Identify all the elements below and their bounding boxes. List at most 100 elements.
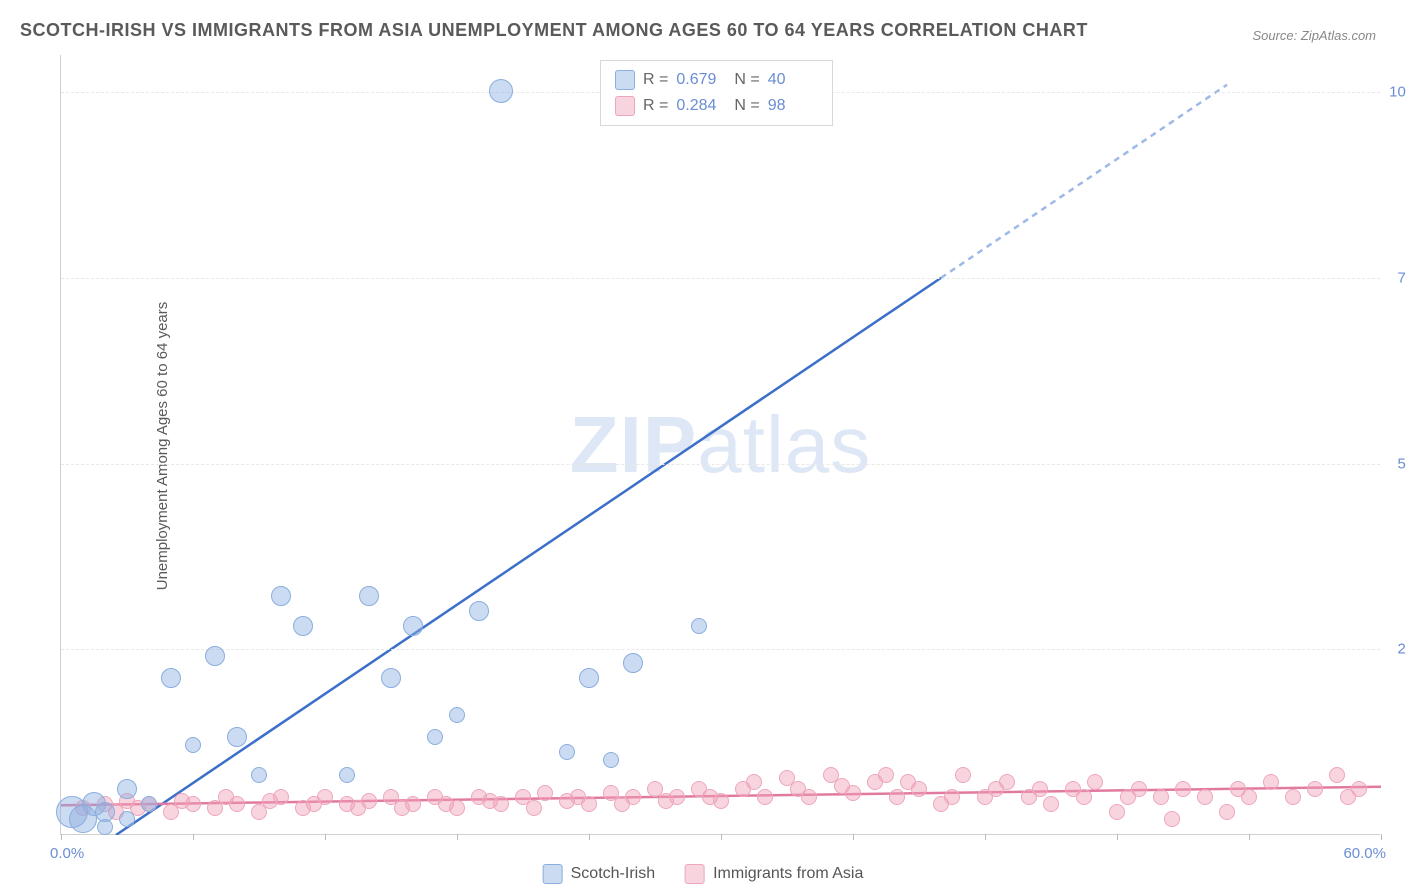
watermark-rest: atlas	[697, 400, 871, 489]
data-point-asia	[911, 781, 927, 797]
data-point-asia	[493, 796, 509, 812]
watermark: ZIPatlas	[570, 399, 871, 491]
r-value-asia: 0.284	[676, 93, 726, 119]
data-point-asia	[1164, 811, 1180, 827]
y-tick-label: 25.0%	[1385, 641, 1406, 658]
data-point-scotch-irish	[623, 653, 643, 673]
data-point-scotch-irish	[381, 668, 401, 688]
data-point-asia	[1043, 796, 1059, 812]
legend-label-asia: Immigrants from Asia	[713, 865, 863, 883]
stats-row-asia: R = 0.284 N = 98	[615, 93, 818, 119]
y-tick-label: 100.0%	[1385, 84, 1406, 101]
data-point-scotch-irish	[559, 744, 575, 760]
data-point-asia	[889, 789, 905, 805]
x-tick	[721, 834, 722, 840]
trend-lines	[61, 55, 1381, 835]
data-point-scotch-irish	[293, 616, 313, 636]
data-point-scotch-irish	[97, 819, 113, 835]
data-point-asia	[537, 785, 553, 801]
data-point-scotch-irish	[185, 737, 201, 753]
data-point-asia	[526, 800, 542, 816]
data-point-asia	[955, 767, 971, 783]
source-text: Source: ZipAtlas.com	[1252, 28, 1376, 43]
n-value-asia: 98	[768, 93, 818, 119]
data-point-asia	[185, 796, 201, 812]
data-point-asia	[878, 767, 894, 783]
data-point-asia	[999, 774, 1015, 790]
data-point-asia	[1109, 804, 1125, 820]
data-point-asia	[1131, 781, 1147, 797]
data-point-scotch-irish	[205, 646, 225, 666]
data-point-scotch-irish	[119, 811, 135, 827]
data-point-asia	[1032, 781, 1048, 797]
x-tick	[589, 834, 590, 840]
n-label: N =	[734, 93, 759, 119]
chart-title: SCOTCH-IRISH VS IMMIGRANTS FROM ASIA UNE…	[20, 20, 1088, 41]
legend-item-asia: Immigrants from Asia	[685, 864, 863, 884]
data-point-asia	[944, 789, 960, 805]
data-point-scotch-irish	[227, 727, 247, 747]
data-point-scotch-irish	[449, 707, 465, 723]
data-point-asia	[449, 800, 465, 816]
data-point-asia	[625, 789, 641, 805]
data-point-scotch-irish	[603, 752, 619, 768]
legend-square-scotch-irish	[615, 70, 635, 90]
data-point-asia	[1285, 789, 1301, 805]
gridline	[61, 464, 1380, 465]
x-tick	[1381, 834, 1382, 840]
data-point-asia	[801, 789, 817, 805]
data-point-asia	[1307, 781, 1323, 797]
data-point-asia	[1329, 767, 1345, 783]
x-tick	[985, 834, 986, 840]
data-point-scotch-irish	[161, 668, 181, 688]
data-point-asia	[1175, 781, 1191, 797]
x-tick-label-max: 60.0%	[1343, 845, 1386, 862]
x-tick	[457, 834, 458, 840]
data-point-asia	[361, 793, 377, 809]
legend-square-asia	[615, 96, 635, 116]
data-point-scotch-irish	[691, 618, 707, 634]
data-point-scotch-irish	[579, 668, 599, 688]
r-label: R =	[643, 67, 668, 93]
data-point-asia	[669, 789, 685, 805]
data-point-scotch-irish	[117, 779, 137, 799]
watermark-bold: ZIP	[570, 400, 697, 489]
data-point-asia	[1351, 781, 1367, 797]
bottom-legend: Scotch-Irish Immigrants from Asia	[543, 864, 864, 884]
legend-label-scotch-irish: Scotch-Irish	[571, 865, 655, 883]
legend-square-asia	[685, 864, 705, 884]
data-point-asia	[1076, 789, 1092, 805]
data-point-asia	[1087, 774, 1103, 790]
x-tick	[193, 834, 194, 840]
data-point-asia	[581, 796, 597, 812]
data-point-scotch-irish	[469, 601, 489, 621]
data-point-scotch-irish	[339, 767, 355, 783]
legend-square-scotch-irish	[543, 864, 563, 884]
data-point-scotch-irish	[251, 767, 267, 783]
data-point-asia	[1263, 774, 1279, 790]
data-point-scotch-irish	[489, 79, 513, 103]
x-tick	[61, 834, 62, 840]
data-point-asia	[757, 789, 773, 805]
r-label: R =	[643, 93, 668, 119]
x-tick	[1249, 834, 1250, 840]
data-point-asia	[405, 796, 421, 812]
data-point-asia	[273, 789, 289, 805]
y-tick-label: 75.0%	[1385, 269, 1406, 286]
data-point-scotch-irish	[271, 586, 291, 606]
plot-area: ZIPatlas 25.0%50.0%75.0%100.0%	[60, 55, 1380, 835]
x-tick	[1117, 834, 1118, 840]
gridline	[61, 649, 1380, 650]
data-point-scotch-irish	[427, 729, 443, 745]
data-point-asia	[713, 793, 729, 809]
data-point-scotch-irish	[403, 616, 423, 636]
x-tick-label-min: 0.0%	[50, 845, 84, 862]
legend-item-scotch-irish: Scotch-Irish	[543, 864, 655, 884]
data-point-asia	[1241, 789, 1257, 805]
n-value-scotch-irish: 40	[768, 67, 818, 93]
data-point-asia	[845, 785, 861, 801]
data-point-asia	[1219, 804, 1235, 820]
data-point-asia	[1197, 789, 1213, 805]
data-point-asia	[1153, 789, 1169, 805]
data-point-asia	[746, 774, 762, 790]
